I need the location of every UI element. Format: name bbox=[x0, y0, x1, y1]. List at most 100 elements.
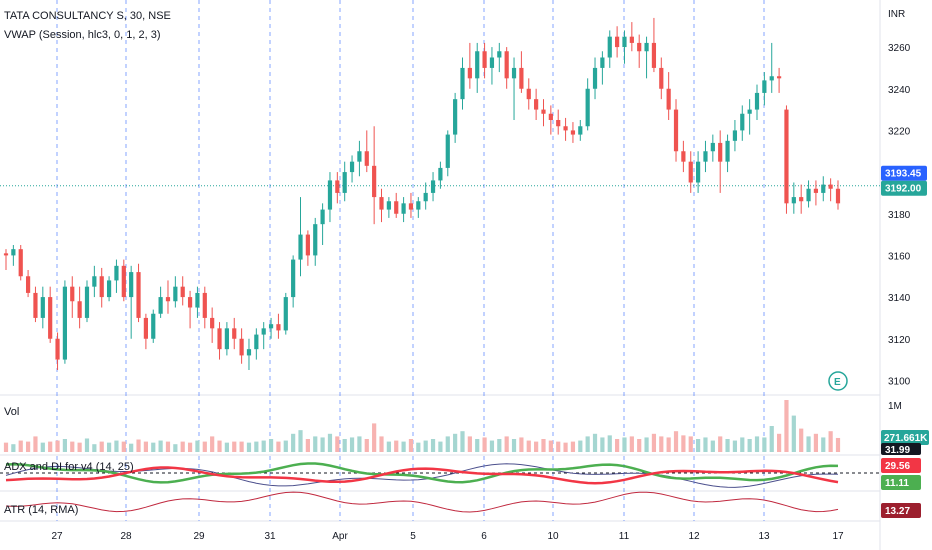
atr-pane-label[interactable]: ATR (14, RMA) bbox=[4, 504, 79, 516]
y-tick-label: 3180 bbox=[888, 210, 911, 221]
volume-bar bbox=[70, 441, 75, 452]
volume-bar bbox=[210, 436, 215, 452]
candle-body bbox=[165, 297, 171, 302]
volume-bar bbox=[327, 433, 333, 452]
volume-bar bbox=[268, 439, 274, 452]
candle-body bbox=[320, 209, 325, 225]
volume-bar bbox=[25, 441, 31, 452]
candle-body bbox=[659, 67, 664, 89]
di-minus-tag bbox=[881, 443, 921, 455]
volume-bar bbox=[769, 426, 774, 452]
candle-body bbox=[482, 51, 487, 68]
volume-bar bbox=[129, 443, 134, 452]
volume-bar bbox=[615, 439, 620, 452]
candle-body bbox=[835, 188, 841, 204]
candle-body bbox=[688, 161, 693, 183]
volume-bar bbox=[33, 436, 38, 452]
volume-bar bbox=[77, 442, 82, 452]
currency-label: INR bbox=[888, 9, 905, 20]
volume-bar bbox=[592, 433, 598, 452]
volume-bar bbox=[821, 437, 826, 452]
volume-bar bbox=[600, 437, 605, 452]
volume-bar bbox=[718, 436, 723, 452]
candle-body bbox=[585, 88, 590, 127]
candle-body bbox=[62, 286, 68, 360]
volume-bar bbox=[651, 433, 657, 452]
candle-body bbox=[33, 292, 38, 318]
y-tick-label: 3140 bbox=[888, 293, 911, 304]
atr-line bbox=[5, 491, 839, 513]
volume-bar bbox=[202, 441, 207, 452]
x-tick-label: 13 bbox=[758, 531, 770, 542]
volume-bar bbox=[232, 441, 237, 452]
volume-bar bbox=[48, 441, 53, 452]
volume-pane-label[interactable]: Vol bbox=[4, 406, 20, 418]
vwap-indicator-label[interactable]: VWAP (Session, hlc3, 0, 1, 2, 3) bbox=[4, 29, 161, 41]
adx-pane-label[interactable]: ADX and DI for v4 (14, 25) bbox=[4, 461, 134, 473]
candle-body bbox=[791, 197, 796, 204]
candle-body bbox=[445, 134, 450, 168]
volume-bar bbox=[453, 433, 458, 452]
candle-body bbox=[497, 51, 502, 58]
candle-body bbox=[673, 109, 679, 152]
candle-body bbox=[563, 126, 568, 131]
volume-bar bbox=[121, 441, 126, 452]
candle-body bbox=[600, 57, 605, 68]
y-tick-label: 3120 bbox=[888, 335, 911, 346]
candle-body bbox=[769, 76, 774, 81]
candle-body bbox=[283, 297, 288, 331]
candle-body bbox=[806, 188, 811, 202]
volume-bar bbox=[703, 437, 708, 452]
candle-body bbox=[246, 349, 252, 356]
candle-body bbox=[379, 197, 384, 210]
volume-bar bbox=[813, 433, 819, 452]
volume-bar bbox=[511, 439, 517, 452]
volume-bar bbox=[224, 442, 229, 452]
volume-bar bbox=[11, 444, 16, 452]
earnings-badge-icon bbox=[828, 371, 848, 391]
volume-bar bbox=[835, 437, 841, 452]
candle-body bbox=[416, 201, 421, 210]
volume-bar bbox=[784, 400, 789, 452]
x-tick-label: 29 bbox=[193, 531, 205, 542]
candle-body bbox=[335, 180, 340, 193]
volume-bar bbox=[291, 433, 296, 452]
candle-body bbox=[114, 265, 119, 281]
candle-body bbox=[40, 297, 45, 318]
candle-body bbox=[453, 99, 458, 135]
candle-body bbox=[511, 67, 517, 79]
candle-body bbox=[187, 297, 193, 308]
candle-body bbox=[762, 80, 767, 93]
atr-text: 13.27 bbox=[885, 506, 910, 517]
symbol-title[interactable]: TATA CONSULTANCY S, 30, NSE bbox=[4, 10, 171, 22]
candle-body bbox=[710, 142, 715, 152]
candle-body bbox=[239, 338, 244, 356]
volume-bar bbox=[84, 438, 90, 452]
candle-body bbox=[475, 51, 480, 79]
volume-bar bbox=[394, 440, 399, 452]
candle-body bbox=[629, 36, 634, 43]
volume-bar bbox=[526, 440, 531, 452]
candle-body bbox=[84, 286, 90, 318]
candle-body bbox=[158, 297, 163, 314]
volume-bar bbox=[151, 442, 156, 452]
candle-body bbox=[254, 334, 259, 350]
volume-bar bbox=[106, 442, 112, 452]
volume-value-tag bbox=[881, 430, 929, 445]
di-minus-text: 31.99 bbox=[885, 445, 910, 456]
volume-bar bbox=[40, 442, 45, 452]
volume-bar bbox=[570, 441, 576, 452]
candle-body bbox=[99, 276, 104, 298]
volume-bar bbox=[254, 441, 259, 452]
volume-bar bbox=[673, 431, 679, 452]
volume-bar bbox=[349, 437, 355, 452]
last-price-text: 3192.00 bbox=[885, 184, 922, 195]
volume-bar bbox=[475, 439, 480, 452]
volume-bar bbox=[320, 437, 325, 452]
candle-body bbox=[364, 151, 369, 166]
volume-bar bbox=[180, 441, 185, 452]
volume-bar bbox=[762, 437, 767, 452]
candle-body bbox=[423, 192, 428, 202]
candle-body bbox=[180, 286, 185, 298]
